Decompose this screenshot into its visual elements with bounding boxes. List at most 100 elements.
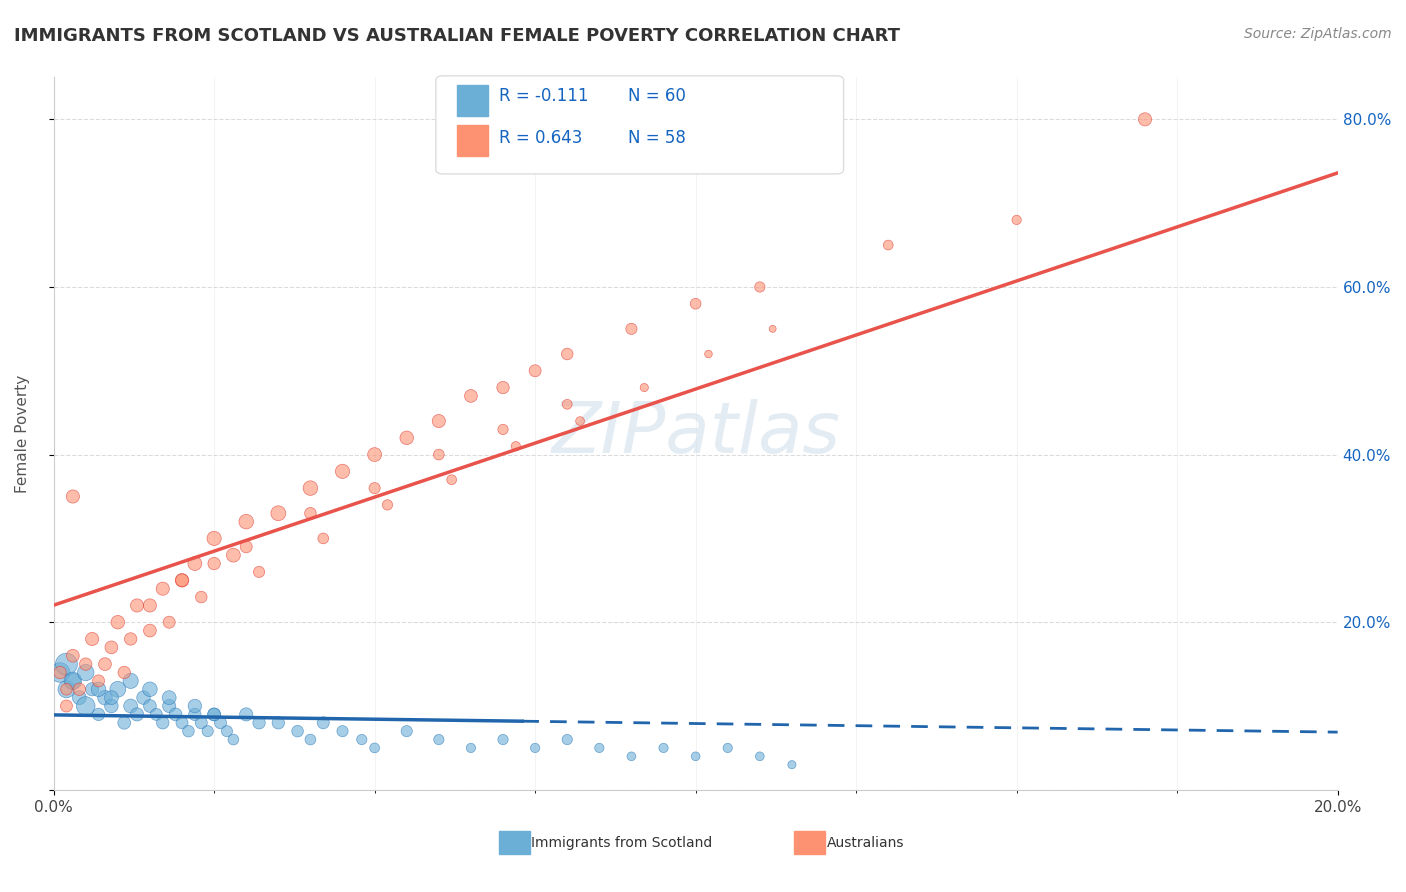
Point [184,557,207,571]
Point [165,707,187,722]
Point [94,690,117,705]
Point [157,699,180,714]
Point [62,648,84,663]
Point [49,665,72,680]
Point [350,732,373,747]
Point [100,699,122,714]
Point [505,439,527,453]
Point [62,490,84,504]
Point [82,682,104,697]
Point [492,380,515,394]
Point [107,682,129,697]
Point [555,397,578,411]
Point [685,297,707,311]
Point [299,732,322,747]
Point [177,724,200,739]
Point [75,665,97,680]
Point [75,657,97,672]
Point [363,448,385,462]
Point [197,724,219,739]
Point [145,707,167,722]
Point [235,515,257,529]
Point [139,699,162,714]
Point [748,280,770,294]
Point [157,615,180,630]
Point [94,657,117,672]
Text: Source: ZipAtlas.com: Source: ZipAtlas.com [1244,27,1392,41]
Point [67,682,90,697]
Point [75,699,97,714]
Point [235,707,257,722]
Point [247,565,270,579]
Point [569,414,592,428]
Point [748,749,770,764]
Point [125,707,148,722]
Point [588,740,610,755]
Point [120,673,142,688]
Point [877,238,900,252]
Point [209,715,232,730]
Point [717,740,740,755]
Point [299,481,322,495]
Point [247,715,270,730]
Point [202,707,225,722]
Text: Australians: Australians [827,836,904,850]
Point [762,322,785,336]
Point [332,724,354,739]
Text: R = -0.111: R = -0.111 [499,87,589,105]
Point [202,557,225,571]
Point [555,347,578,361]
Point [215,724,238,739]
Point [100,690,122,705]
Point [697,347,720,361]
Point [55,699,77,714]
Point [377,498,399,512]
Point [82,632,104,646]
Text: IMMIGRANTS FROM SCOTLAND VS AUSTRALIAN FEMALE POVERTY CORRELATION CHART: IMMIGRANTS FROM SCOTLAND VS AUSTRALIAN F… [14,27,900,45]
Point [62,673,84,688]
Point [460,389,482,403]
Y-axis label: Female Poverty: Female Poverty [15,375,30,492]
Point [620,322,643,336]
Point [120,699,142,714]
Point [395,431,418,445]
Point [299,506,322,520]
Point [202,532,225,546]
Point [312,715,335,730]
Point [440,473,463,487]
Point [202,707,225,722]
Text: N = 60: N = 60 [628,87,686,105]
Point [222,732,245,747]
Point [460,740,482,755]
Point [492,732,515,747]
Point [67,690,90,705]
Point [139,682,162,697]
Point [157,690,180,705]
Point [780,757,803,772]
Point [620,749,643,764]
Point [427,414,450,428]
Point [49,665,72,680]
Point [524,740,547,755]
Point [170,574,193,588]
Point [55,657,77,672]
Point [652,740,675,755]
Point [120,632,142,646]
Point [112,715,135,730]
Point [125,599,148,613]
Point [555,732,578,747]
Text: Immigrants from Scotland: Immigrants from Scotland [531,836,713,850]
Point [363,740,385,755]
Text: R = 0.643: R = 0.643 [499,129,582,147]
Point [332,464,354,478]
Point [312,532,335,546]
Point [1133,112,1156,127]
Point [287,724,309,739]
Point [267,715,290,730]
Point [87,682,110,697]
Point [633,380,655,394]
Point [427,732,450,747]
Text: N = 58: N = 58 [628,129,686,147]
Point [107,615,129,630]
Point [112,665,135,680]
